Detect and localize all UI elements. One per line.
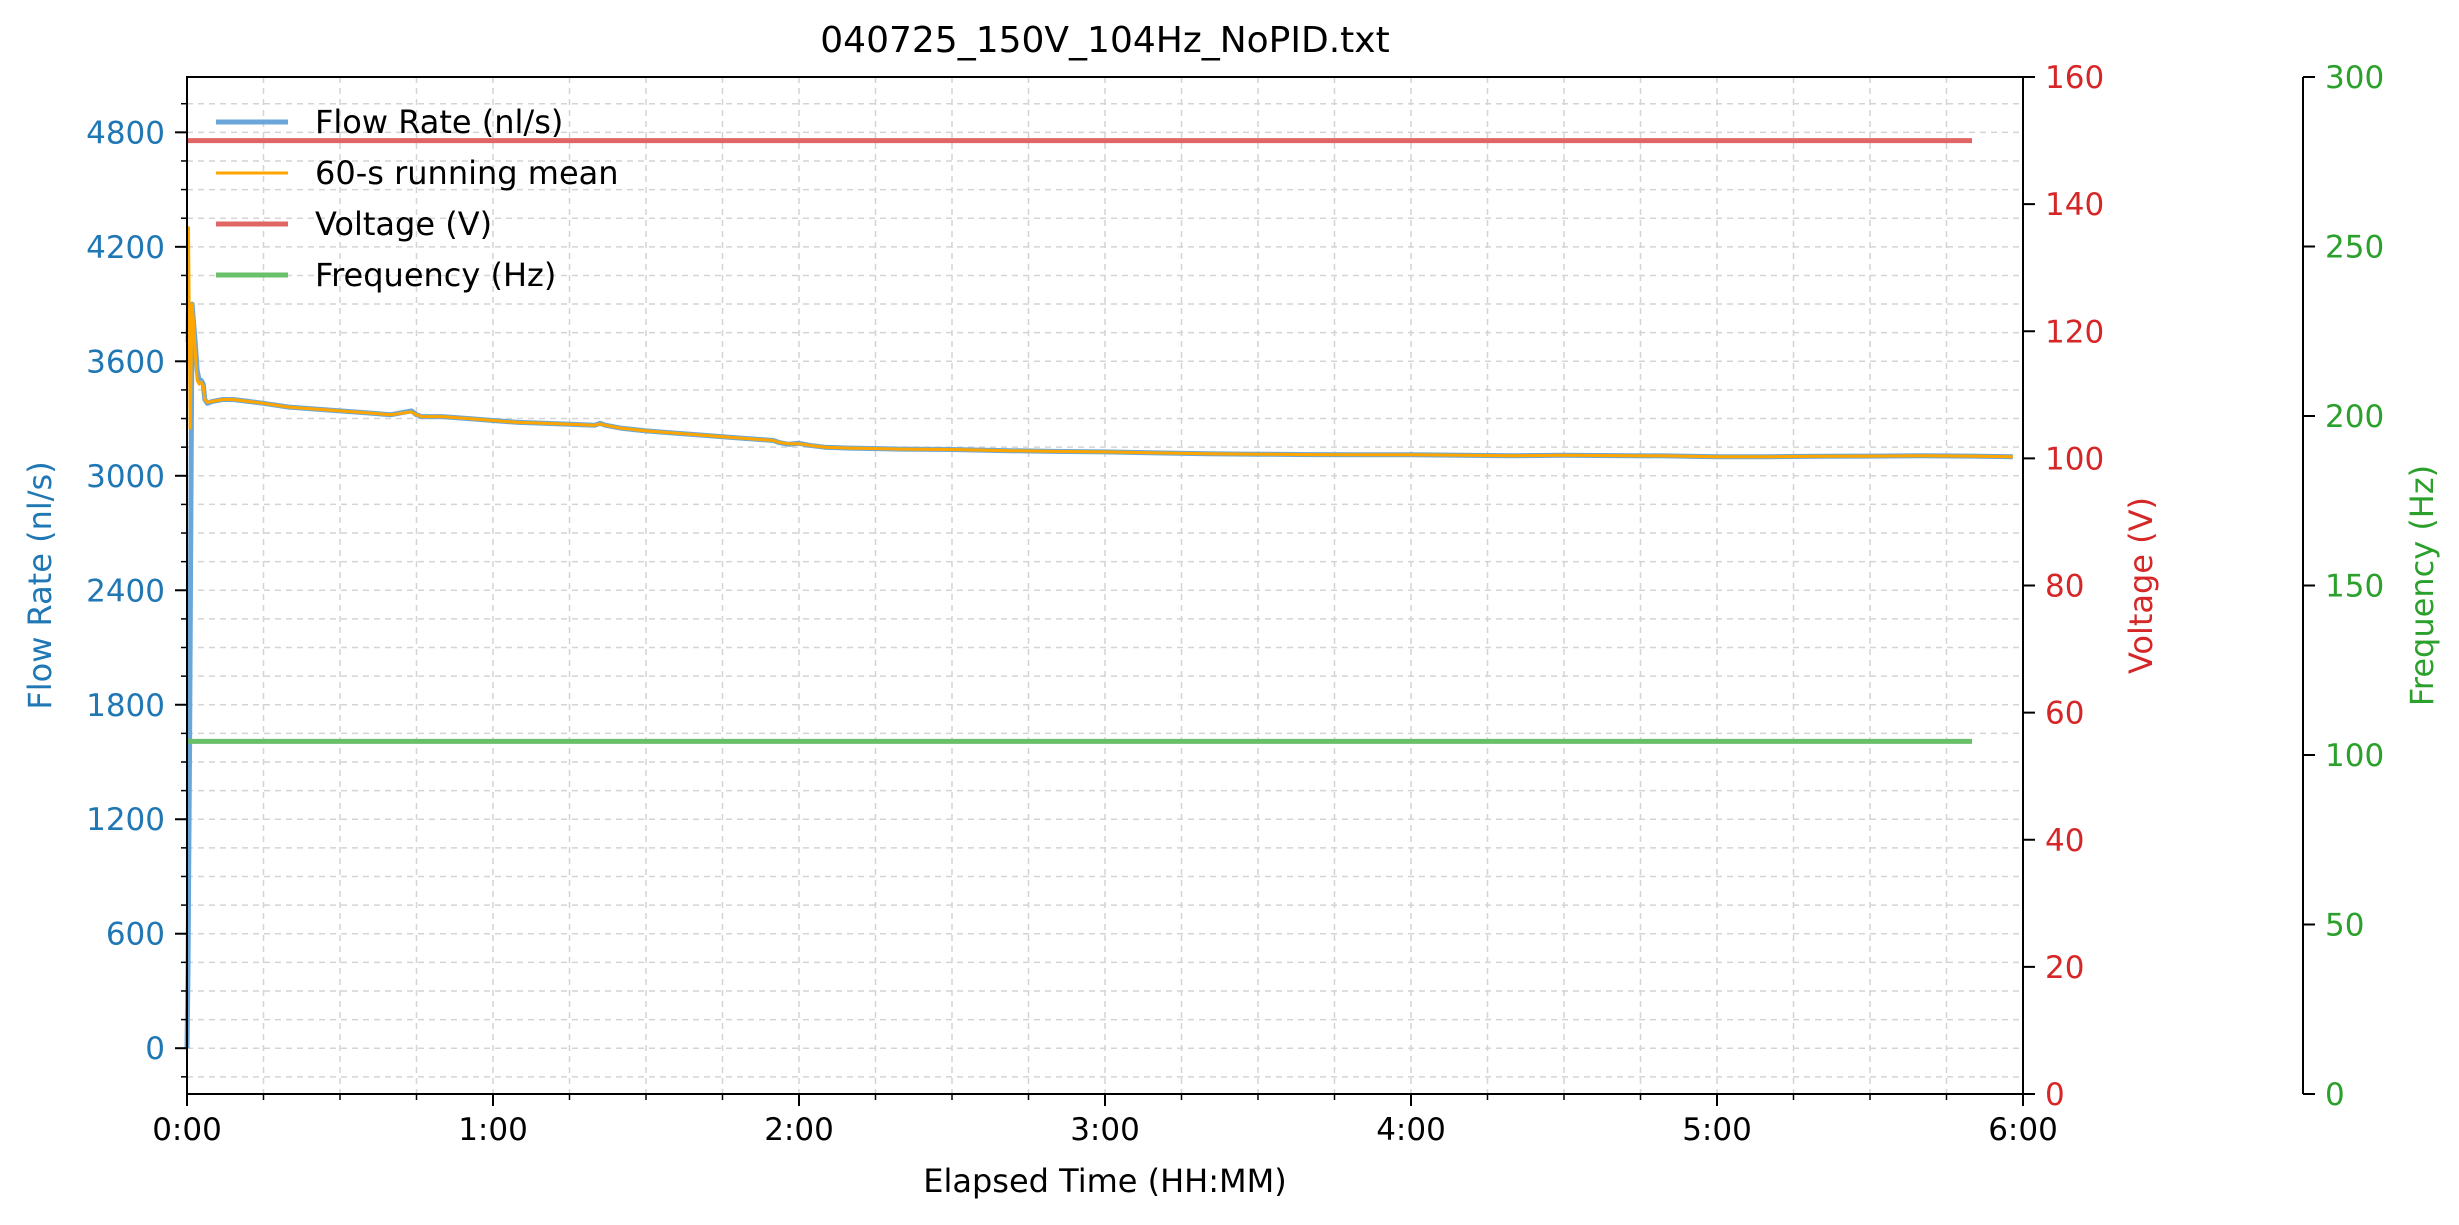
x-tick-label: 6:00 bbox=[1988, 1112, 2058, 1148]
chart-title: 040725_150V_104Hz_NoPID.txt bbox=[820, 20, 1389, 61]
x-tick-label: 3:00 bbox=[1070, 1112, 1140, 1148]
voltage-tick-label: 140 bbox=[2045, 187, 2104, 223]
frequency-tick-label: 50 bbox=[2325, 908, 2364, 944]
x-tick-label: 4:00 bbox=[1376, 1112, 1446, 1148]
frequency-tick-label: 150 bbox=[2325, 569, 2384, 605]
flow-tick-label: 600 bbox=[106, 917, 165, 953]
frequency-tick-label: 100 bbox=[2325, 738, 2384, 774]
voltage-tick-label: 120 bbox=[2045, 314, 2104, 350]
frequency-tick-label: 300 bbox=[2325, 60, 2384, 96]
voltage-tick-label: 0 bbox=[2045, 1077, 2065, 1113]
voltage-tick-label: 40 bbox=[2045, 823, 2084, 859]
voltage-tick-label: 160 bbox=[2045, 60, 2104, 96]
x-axis-label: Elapsed Time (HH:MM) bbox=[923, 1162, 1286, 1200]
legend-item-2[interactable]: 60-s running mean bbox=[216, 154, 619, 192]
flow-tick-label: 4200 bbox=[86, 230, 165, 266]
legend-label: Flow Rate (nl/s) bbox=[315, 103, 563, 141]
series-line-2 bbox=[185, 226, 2013, 459]
legend-item-3[interactable]: Voltage (V) bbox=[216, 205, 492, 243]
grid bbox=[186, 77, 2024, 1094]
flow-axis-label: Flow Rate (nl/s) bbox=[21, 461, 59, 709]
series-layer bbox=[184, 138, 2013, 1049]
frequency-tick-label: 250 bbox=[2325, 230, 2384, 266]
voltage-tick-label: 20 bbox=[2045, 950, 2084, 986]
flow-tick-label: 0 bbox=[145, 1031, 165, 1067]
legend-label: 60-s running mean bbox=[315, 154, 619, 192]
flow-tick-label: 3000 bbox=[86, 459, 165, 495]
voltage-tick-label: 60 bbox=[2045, 696, 2084, 732]
x-tick-label: 0:00 bbox=[152, 1112, 222, 1148]
voltage-axis-label: Voltage (V) bbox=[2122, 497, 2160, 674]
frequency-tick-label: 200 bbox=[2325, 399, 2384, 435]
flow-tick-label: 4800 bbox=[86, 115, 165, 151]
voltage-tick-label: 80 bbox=[2045, 569, 2084, 605]
legend-item-4[interactable]: Frequency (Hz) bbox=[216, 256, 556, 294]
voltage-tick-label: 100 bbox=[2045, 441, 2104, 477]
flow-tick-label: 2400 bbox=[86, 573, 165, 609]
axes-layer: 0:00 1:00 2:00 3:00 4:00 5:00 6:00060012001800… bbox=[21, 60, 2441, 1148]
legend-label: Frequency (Hz) bbox=[315, 256, 556, 294]
frequency-axis-label: Frequency (Hz) bbox=[2403, 465, 2441, 706]
legend-item-1[interactable]: Flow Rate (nl/s) bbox=[216, 103, 563, 141]
frequency-tick-label: 0 bbox=[2325, 1077, 2345, 1113]
x-tick-label: 1:00 bbox=[458, 1112, 528, 1148]
x-tick-label: 5:00 bbox=[1682, 1112, 1752, 1148]
legend: Flow Rate (nl/s) 60-s running mean Voltage… bbox=[216, 103, 619, 294]
legend-label: Voltage (V) bbox=[315, 205, 492, 243]
x-tick-label: 2:00 bbox=[764, 1112, 834, 1148]
flow-tick-label: 1800 bbox=[86, 688, 165, 724]
flow-tick-label: 3600 bbox=[86, 344, 165, 380]
flow-tick-label: 1200 bbox=[86, 802, 165, 838]
